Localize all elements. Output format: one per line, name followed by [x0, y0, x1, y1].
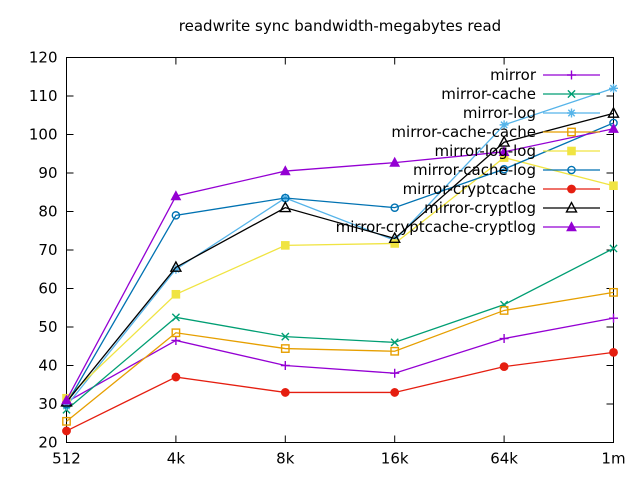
- marker-circle-open: [567, 165, 576, 175]
- y-tick-label: 50: [38, 318, 57, 336]
- marker-square-open: [62, 416, 71, 426]
- chart-title: readwrite sync bandwidth-megabytes read: [179, 17, 501, 35]
- y-tick-label: 120: [29, 49, 58, 67]
- marker-plus: [171, 335, 181, 345]
- marker-circle-filled: [567, 184, 576, 194]
- legend-label: mirror-log: [463, 104, 536, 122]
- marker-triangle-open: [388, 231, 401, 244]
- y-tick-label: 70: [38, 241, 57, 259]
- series-line-mirror-cryptlog: [65, 112, 614, 403]
- marker-triangle-filled: [279, 165, 291, 176]
- series-line-mirror-cryptcache: [66, 351, 614, 432]
- marker-square-filled: [281, 241, 290, 250]
- marker-circle-filled: [171, 372, 181, 382]
- marker-square-open: [609, 287, 618, 297]
- x-tick-label: 16k: [381, 450, 409, 468]
- marker-plus: [280, 361, 290, 370]
- marker-circle-filled: [609, 348, 618, 357]
- marker-square-filled: [609, 181, 618, 191]
- x-tick-label: 4k: [167, 450, 186, 468]
- marker-triangle-filled: [61, 394, 72, 405]
- marker-x: [609, 244, 618, 253]
- marker-circle-open: [499, 164, 509, 174]
- marker-circle-filled: [62, 426, 71, 436]
- marker-asterisk: [609, 83, 618, 93]
- marker-triangle-open: [279, 200, 292, 213]
- marker-square-open: [171, 328, 181, 338]
- y-tick-label: 100: [29, 126, 58, 144]
- x-tick-label: 64k: [490, 450, 518, 468]
- y-tick-label: 20: [38, 434, 57, 452]
- marker-plus: [609, 313, 618, 323]
- series-line-mirror-log-log: [66, 156, 614, 399]
- legend-label: mirror-cache: [441, 85, 536, 103]
- marker-triangle-open: [565, 201, 578, 213]
- legend-label: mirror-cryptcache: [403, 180, 536, 198]
- marker-triangle-filled: [608, 122, 619, 133]
- marker-triangle-open: [169, 260, 183, 272]
- marker-triangle-filled: [389, 156, 401, 167]
- y-tick-label: 90: [38, 164, 57, 182]
- marker-square-filled: [390, 239, 399, 248]
- marker-square-open: [499, 306, 509, 315]
- legend-label: mirror-cache-cache: [391, 123, 536, 141]
- marker-triangle-open: [607, 106, 620, 118]
- marker-square-filled: [499, 153, 509, 162]
- x-tick-label: 512: [52, 450, 81, 468]
- y-tick-label: 60: [38, 280, 57, 298]
- marker-triangle-filled: [566, 221, 577, 232]
- marker-x: [390, 338, 399, 347]
- marker-asterisk: [499, 120, 509, 130]
- legend-label: mirror: [490, 66, 537, 84]
- marker-x: [281, 332, 290, 341]
- marker-plus: [499, 334, 509, 344]
- y-tick-label: 40: [38, 357, 57, 375]
- marker-square-filled: [567, 146, 576, 156]
- legend-label: mirror-cryptlog: [424, 199, 536, 217]
- marker-circle-filled: [499, 362, 509, 372]
- x-tick-label: 1m: [601, 450, 625, 468]
- marker-square-open: [280, 344, 290, 353]
- marker-square-filled: [171, 289, 181, 299]
- marker-square-open: [567, 127, 576, 137]
- legend-label: mirror-cache-log: [413, 161, 536, 179]
- y-tick-label: 110: [29, 87, 58, 105]
- series-line-mirror-cache: [66, 247, 614, 411]
- series-line-mirror-cryptcache-cryptlog: [65, 128, 614, 401]
- y-tick-label: 30: [38, 395, 57, 413]
- y-tick-label: 80: [38, 203, 57, 221]
- legend-label: mirror-log-log: [435, 142, 536, 160]
- marker-circle-filled: [390, 388, 400, 397]
- marker-circle-filled: [280, 388, 290, 397]
- marker-plus: [390, 368, 400, 378]
- marker-plus: [567, 70, 576, 80]
- series-line-mirror-cache-log: [65, 122, 614, 405]
- marker-triangle-filled: [170, 190, 182, 201]
- series-line-mirror-log: [65, 87, 614, 407]
- marker-circle-open: [390, 203, 400, 212]
- x-tick-label: 8k: [276, 450, 295, 468]
- marker-triangle-filled: [498, 146, 510, 157]
- marker-x: [171, 313, 180, 322]
- series-line-mirror-cache-cache: [66, 291, 614, 422]
- marker-asterisk: [171, 264, 181, 274]
- marker-circle-open: [171, 211, 181, 220]
- marker-square-open: [390, 346, 400, 356]
- series-line-mirror: [66, 317, 614, 403]
- marker-x: [567, 89, 576, 99]
- marker-asterisk: [567, 108, 576, 118]
- legend-label: mirror-cryptcache-cryptlog: [336, 218, 536, 236]
